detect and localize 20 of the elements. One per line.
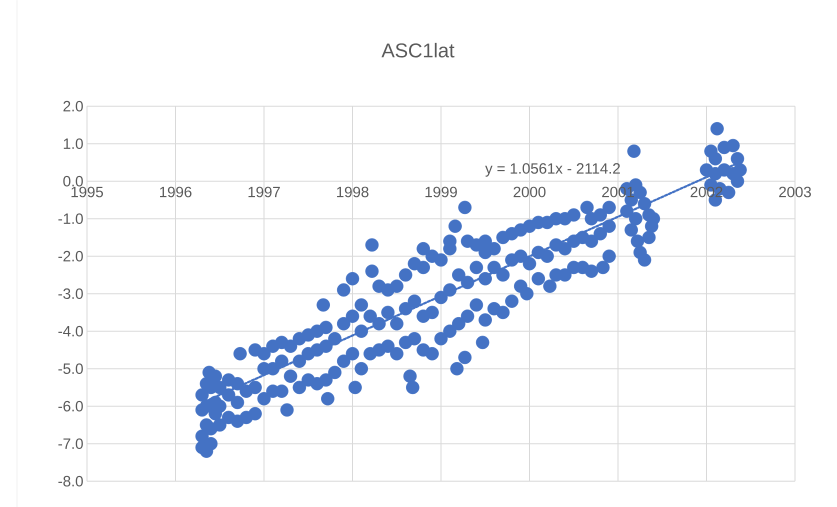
y-tick-label: -8.0 [58, 476, 83, 486]
x-tick-label: 1998 [337, 186, 368, 198]
x-tick-label: 2000 [514, 186, 546, 198]
x-tick-label: 1999 [426, 186, 457, 198]
y-tick-label: -5.0 [58, 363, 83, 374]
y-tick-label: 2.0 [63, 100, 83, 112]
x-tick-label: 1995 [72, 186, 103, 198]
chart-title: ASC1lat [381, 42, 454, 58]
y-tick-label: -4.0 [58, 326, 83, 336]
y-tick-label: 1.0 [64, 138, 83, 149]
y-tick-label: -6.0 [58, 400, 83, 412]
y-tick-label: -2.0 [58, 250, 83, 262]
y-tick-label: -1.0 [58, 213, 83, 224]
y-tick-label: 0.0 [63, 176, 83, 186]
x-tick-label: 1997 [248, 186, 280, 198]
y-tick-label: -3.0 [58, 288, 83, 299]
x-tick-label: 2003 [779, 186, 811, 198]
x-tick-label: 1996 [160, 186, 192, 198]
y-tick-label: -7.0 [58, 438, 83, 449]
annotation: y = 1.0561x - 2114.2 [485, 162, 620, 177]
